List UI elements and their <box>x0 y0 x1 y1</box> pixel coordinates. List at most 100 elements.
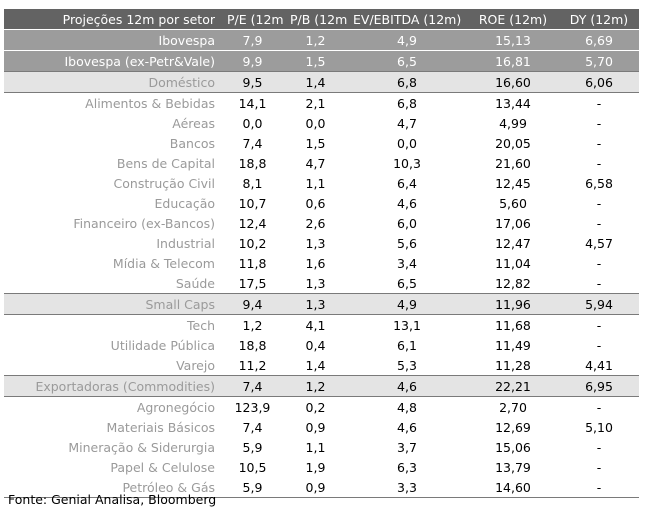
pe-value: 10,7 <box>238 195 267 211</box>
table-row: Doméstico 9,5 1,4 6,8 16,60 6,06 <box>4 71 639 93</box>
table-row: Alimentos & Bebidas 14,1 2,1 6,8 13,44 - <box>4 93 639 114</box>
pb-value: 1,3 <box>305 235 326 251</box>
ev-ebitda-value: 13,1 <box>393 317 421 333</box>
pb-value: 1,3 <box>284 293 347 315</box>
pb-value: 4,1 <box>305 317 326 333</box>
roe-value: 15,06 <box>495 439 531 455</box>
ev-ebitda-value: 4,8 <box>397 399 417 415</box>
sector-name: Financeiro (ex-Bancos) <box>73 215 215 231</box>
roe-value: 20,05 <box>495 135 531 151</box>
ev-ebitda-value: 6,8 <box>347 71 467 93</box>
sector-name: Exportadoras (Commodities) <box>4 375 221 397</box>
roe-value: 11,28 <box>495 357 531 373</box>
ev-ebitda-value: 6,4 <box>397 175 417 191</box>
ev-ebitda-value: 6,1 <box>397 337 417 353</box>
pb-value: 1,2 <box>284 375 347 397</box>
sector-name: Construção Civil <box>113 175 215 191</box>
roe-value: 17,06 <box>495 215 531 231</box>
dy-value: - <box>596 255 602 271</box>
pb-value: 1,4 <box>305 357 326 373</box>
sector-projections-table: Projeções 12m por setor P/E (12m) P/B (1… <box>4 9 639 498</box>
pe-value: 11,8 <box>238 255 267 271</box>
pb-value: 2,1 <box>305 95 326 111</box>
table-header-row: Projeções 12m por setor P/E (12m) P/B (1… <box>4 9 639 30</box>
table-row: Ibovespa 7,9 1,2 4,9 15,13 6,69 <box>4 29 639 51</box>
ev-ebitda-value: 4,6 <box>397 419 417 435</box>
ev-ebitda-value: 0,0 <box>397 135 417 151</box>
sector-name: Mídia & Telecom <box>112 255 215 271</box>
sector-name: Ibovespa (ex-Petr&Vale) <box>4 50 221 72</box>
roe-value: 12,82 <box>495 275 531 291</box>
roe-value: 16,81 <box>467 50 559 72</box>
dy-value: - <box>559 477 639 498</box>
pe-value: 12,4 <box>238 215 267 231</box>
sector-name: Bens de Capital <box>116 155 215 171</box>
dy-value: - <box>596 459 602 475</box>
sector-name: Doméstico <box>4 71 221 93</box>
roe-value: 5,60 <box>499 195 527 211</box>
table-row: Bancos 7,4 1,5 0,0 20,05 - <box>4 133 639 153</box>
dy-value: 6,95 <box>559 375 639 397</box>
dy-value: 6,58 <box>585 175 613 191</box>
roe-value: 22,21 <box>467 375 559 397</box>
roe-value: 11,04 <box>495 255 531 271</box>
ev-ebitda-value: 5,6 <box>397 235 417 251</box>
dy-value: - <box>596 399 602 415</box>
dy-value: - <box>596 195 602 211</box>
header-pe: P/E (12m) <box>221 9 284 30</box>
header-ev-ebitda: EV/EBITDA (12m) <box>347 9 467 30</box>
table-row: Aéreas 0,0 0,0 4,7 4,99 - <box>4 113 639 133</box>
table-row: Industrial 10,2 1,3 5,6 12,47 4,57 <box>4 233 639 253</box>
pb-value: 0,2 <box>305 399 326 415</box>
sector-name: Petróleo & Gás <box>4 477 221 498</box>
pe-value: 14,1 <box>238 95 267 111</box>
sector-name: Papel & Celulose <box>110 459 215 475</box>
ev-ebitda-value: 4,9 <box>347 29 467 51</box>
roe-value: 12,45 <box>495 175 531 191</box>
pe-value: 1,2 <box>242 317 263 333</box>
pb-value: 0,9 <box>284 477 347 498</box>
pb-value: 1,4 <box>284 71 347 93</box>
sector-name: Tech <box>187 317 215 333</box>
pe-value: 10,2 <box>238 235 267 251</box>
ev-ebitda-value: 6,8 <box>397 95 417 111</box>
table-row: Tech 1,2 4,1 13,1 11,68 - <box>4 315 639 336</box>
pb-value: 0,0 <box>305 115 326 131</box>
pe-value: 10,5 <box>238 459 267 475</box>
table-row: Mídia & Telecom 11,8 1,6 3,4 11,04 - <box>4 253 639 273</box>
table-row: Agronegócio 123,9 0,2 4,8 2,70 - <box>4 397 639 418</box>
table-row: Petróleo & Gás 5,9 0,9 3,3 14,60- <box>4 477 639 498</box>
table-row: Mineração & Siderurgia 5,9 1,1 3,7 15,06 - <box>4 437 639 457</box>
ev-ebitda-value: 4,9 <box>347 293 467 315</box>
ev-ebitda-value: 10,3 <box>393 155 421 171</box>
ev-ebitda-value: 3,7 <box>397 439 417 455</box>
pe-value: 18,8 <box>238 155 267 171</box>
sector-name: Varejo <box>176 357 215 373</box>
pb-value: 0,9 <box>305 419 326 435</box>
table-row: Saúde 17,5 1,3 6,5 12,82 - <box>4 273 639 294</box>
pe-value: 7,9 <box>221 29 284 51</box>
pe-value: 7,4 <box>242 419 263 435</box>
sector-name: Materiais Básicos <box>106 419 215 435</box>
pb-value: 1,6 <box>305 255 326 271</box>
pb-value: 4,7 <box>305 155 326 171</box>
table-row: Varejo 11,2 1,4 5,3 11,28 4,41 <box>4 355 639 376</box>
pe-value: 8,1 <box>242 175 263 191</box>
table-row: Bens de Capital 18,8 4,7 10,3 21,60 - <box>4 153 639 173</box>
dy-value: - <box>596 337 602 353</box>
sector-name: Saúde <box>175 275 215 291</box>
table-row: Ibovespa (ex-Petr&Vale) 9,9 1,5 6,5 16,81 5,7… <box>4 50 639 72</box>
roe-value: 13,44 <box>495 95 531 111</box>
header-dy: DY (12m) <box>559 9 639 30</box>
pe-value: 17,5 <box>238 275 267 291</box>
pe-value: 9,9 <box>221 50 284 72</box>
header-pb: P/B (12m) <box>284 9 347 30</box>
table-body: Ibovespa 7,9 1,2 4,9 15,13 6,69 Ibovespa (ex-P… <box>4 29 639 498</box>
pb-value: 1,5 <box>284 50 347 72</box>
ev-ebitda-value: 4,6 <box>347 375 467 397</box>
dy-value: - <box>596 275 602 291</box>
table-row: Construção Civil 8,1 1,1 6,4 12,45 6,58 <box>4 173 639 193</box>
ev-ebitda-value: 5,3 <box>397 357 417 373</box>
roe-value: 14,60 <box>467 477 559 498</box>
roe-value: 11,68 <box>495 317 531 333</box>
